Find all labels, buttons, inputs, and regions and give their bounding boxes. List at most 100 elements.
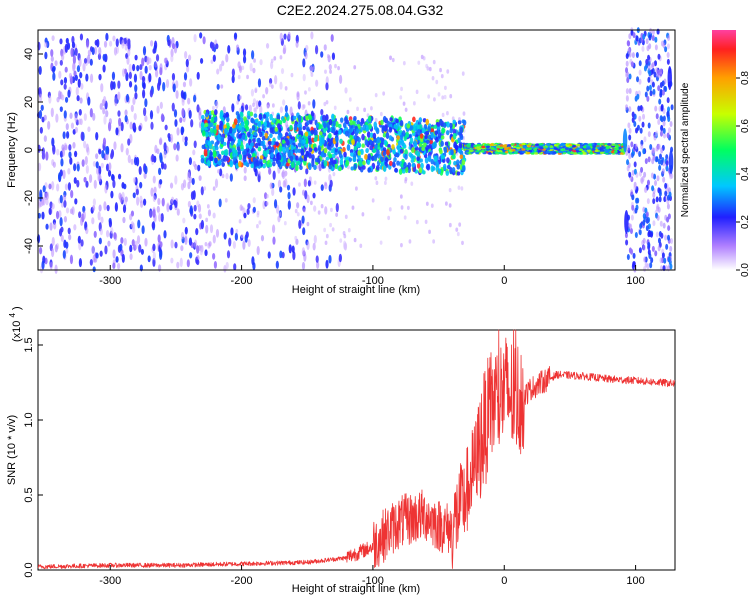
heatmap-cell (188, 109, 192, 119)
heatmap-cell (560, 148, 565, 152)
heatmap-cell (115, 127, 119, 136)
heatmap-cell (651, 185, 655, 192)
heatmap-cell (229, 173, 233, 182)
heatmap-cell (70, 189, 74, 199)
heatmap-cell (607, 142, 612, 146)
heatmap-cell (400, 242, 403, 248)
heatmap-cell (108, 40, 113, 47)
heatmap-cell (265, 201, 269, 206)
heatmap-cell (440, 135, 445, 140)
snr-xlabel: Height of straight line (km) (292, 583, 420, 595)
heatmap-cell (277, 123, 281, 129)
heatmap-cell (203, 149, 208, 154)
heatmap-cell (139, 200, 144, 208)
heatmap-cell (171, 73, 176, 81)
heatmap-cell (383, 139, 388, 146)
heatmap-cell (277, 179, 282, 189)
heatmap-cell (420, 162, 424, 169)
heatmap-cell (272, 161, 276, 167)
heatmap-cell (324, 181, 327, 187)
heatmap-cell (632, 261, 636, 268)
heatmap-cell (409, 137, 414, 145)
heatmap-cell (662, 127, 666, 134)
heatmap-cell (50, 107, 54, 118)
heatmap-cell (331, 153, 336, 159)
heatmap-cell (41, 211, 45, 220)
heatmap-cell (174, 175, 178, 185)
heatmap-cell (130, 158, 134, 165)
heatmap-cell (68, 144, 72, 151)
heatmap-cell (645, 225, 649, 232)
heatmap-cell (528, 142, 533, 146)
heatmap-cell (432, 239, 436, 244)
heatmap-cell (352, 151, 357, 158)
heatmap-cell (96, 38, 100, 48)
heatmap-cell (169, 182, 174, 189)
heatmap-cell (425, 164, 430, 170)
snr-y-ticks: 0.0 0.5 1.0 1.5 (23, 337, 43, 578)
heatmap-cell (658, 190, 662, 197)
heatmap-cell (649, 27, 653, 34)
heatmap-cell (348, 157, 353, 162)
heatmap-cell (638, 69, 642, 76)
heatmap-cell (424, 134, 428, 139)
heatmap-cell (399, 95, 403, 100)
heatmap-cell (634, 232, 638, 239)
heatmap-cell (291, 245, 295, 253)
heatmap-cell (646, 85, 650, 92)
heatmap-cell (301, 247, 305, 256)
heatmap-cell (663, 132, 667, 139)
heatmap-cell (120, 237, 124, 244)
heatmap-cell (596, 142, 601, 146)
heatmap-cell (656, 214, 660, 221)
heatmap-cell (203, 186, 207, 191)
heatmap-cell (526, 151, 531, 155)
heatmap-cell (63, 83, 67, 90)
heatmap-cell (382, 115, 387, 123)
heatmap-cell (380, 156, 384, 163)
heatmap-cell (212, 54, 216, 62)
heatmap-cell (122, 68, 126, 77)
heatmap-cell (157, 234, 161, 243)
heatmap-cell (263, 121, 268, 127)
heatmap-cell (284, 86, 288, 91)
heatmap-cell (497, 151, 502, 155)
heatmap-cell (446, 157, 450, 164)
heatmap-cell (325, 82, 329, 91)
heatmap-cell (282, 180, 286, 188)
heatmap-cell (659, 220, 663, 227)
heatmap-cell (667, 115, 671, 122)
heatmap-cell (61, 147, 66, 157)
heatmap-cell (218, 198, 222, 208)
heatmap-cell (127, 49, 131, 57)
heatmap-cell (71, 41, 76, 49)
heatmap-cell (220, 84, 224, 89)
heatmap-cell (211, 105, 215, 111)
heatmap-cell (63, 216, 68, 223)
heatmap-cell (282, 118, 286, 124)
heatmap-cell (184, 226, 188, 235)
heatmap-cell (282, 99, 286, 106)
heatmap-cell (625, 60, 629, 67)
heatmap-cell (264, 132, 268, 139)
heatmap-cell (197, 164, 201, 172)
heatmap-cell (651, 245, 655, 252)
heatmap-cell (45, 151, 49, 161)
heatmap-cell (104, 184, 108, 194)
heatmap-cell (156, 148, 160, 155)
heatmap-cell (271, 118, 276, 123)
heatmap-cell (236, 100, 240, 105)
heatmap-cell (665, 243, 669, 250)
heatmap-cell (102, 53, 106, 61)
heatmap-cell (80, 239, 84, 247)
heatmap-cell (343, 240, 347, 250)
heatmap-cell (289, 124, 293, 131)
heatmap-cell (259, 59, 263, 66)
heatmap-cell (201, 126, 205, 131)
heatmap-cell (199, 58, 204, 64)
heatmap-cell (268, 82, 272, 88)
heatmap-cell (344, 214, 348, 220)
heatmap-cell (284, 104, 288, 113)
heatmap-cell (65, 37, 69, 44)
heatmap-cell (329, 69, 332, 74)
